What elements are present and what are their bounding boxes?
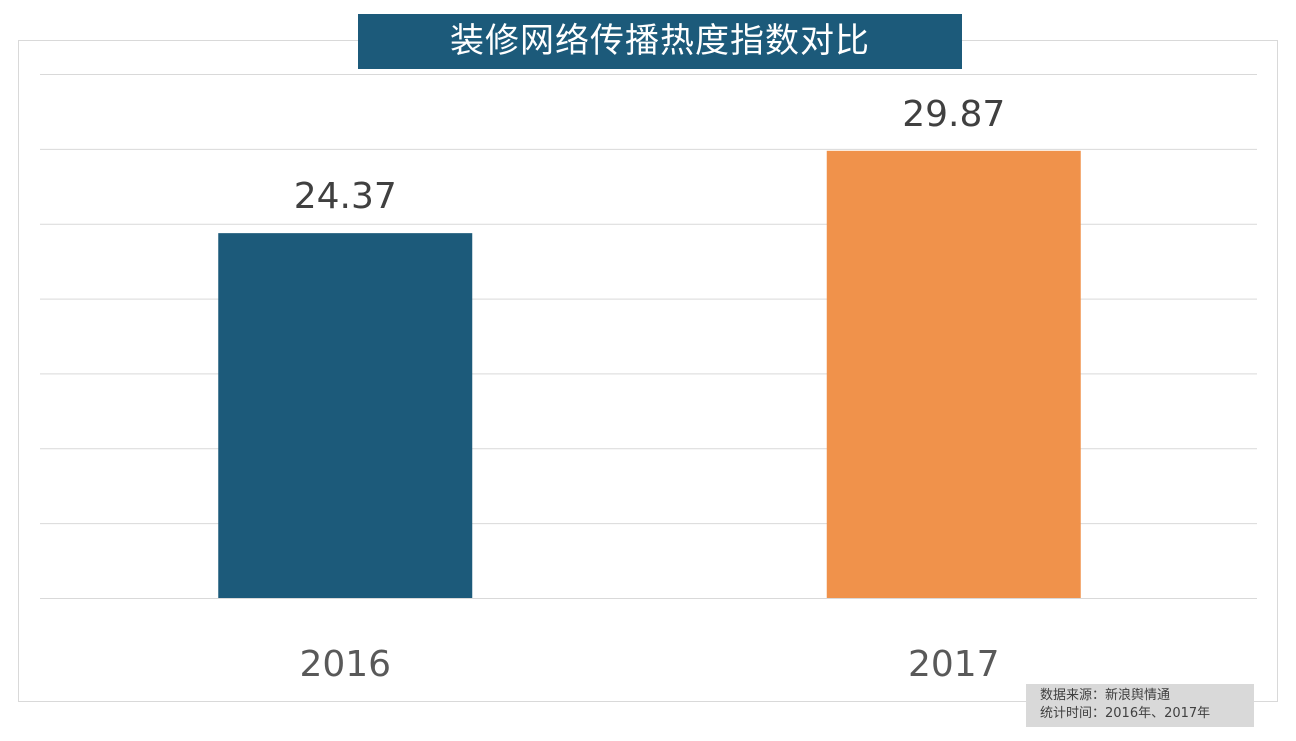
chart-title: 装修网络传播热度指数对比 bbox=[358, 14, 962, 69]
bar-2016 bbox=[218, 233, 473, 598]
source-note-line2: 统计时间：2016年、2017年 bbox=[1040, 706, 1211, 721]
x-tick-label-2017: 2017 bbox=[908, 644, 1000, 685]
source-note: 数据来源：新浪舆情通 统计时间：2016年、2017年 bbox=[1026, 684, 1254, 727]
bar-2017 bbox=[826, 150, 1081, 599]
data-label-2016: 24.37 bbox=[294, 176, 397, 217]
data-label-2017: 29.87 bbox=[902, 94, 1005, 135]
source-note-line1: 数据来源：新浪舆情通 bbox=[1040, 688, 1171, 703]
x-tick-label-2016: 2016 bbox=[299, 644, 391, 685]
